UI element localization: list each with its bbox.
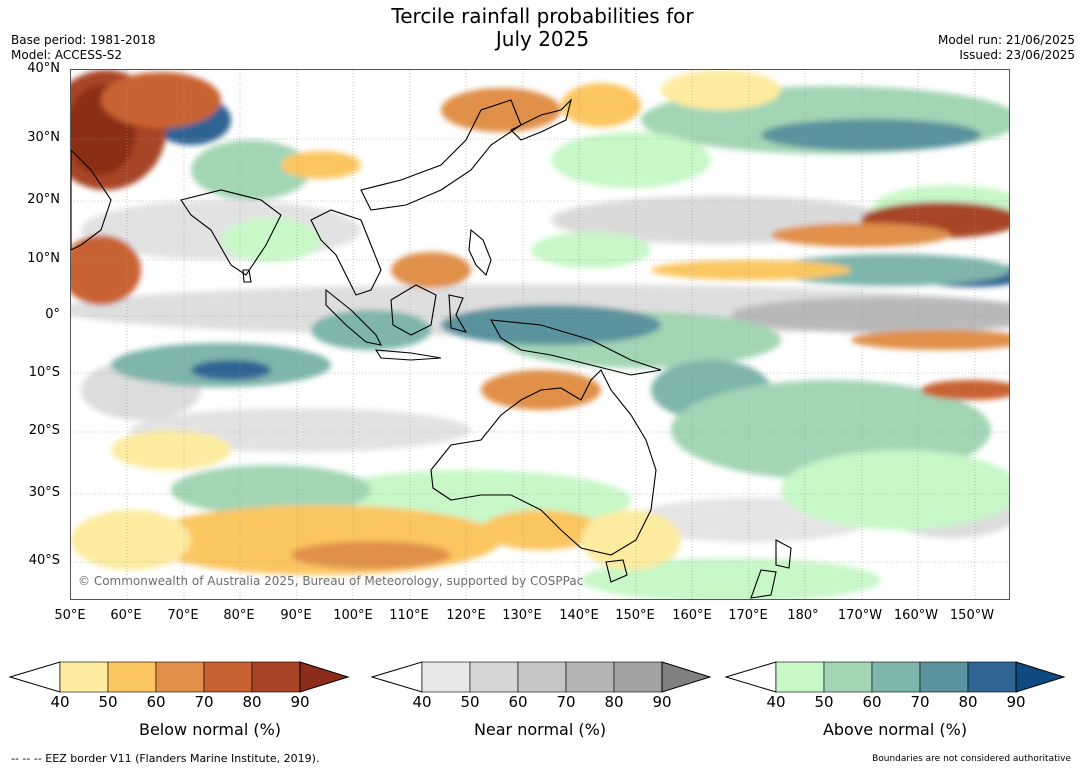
colorbar-near-bin-60-70	[517, 661, 567, 693]
lon-label-70e: 70°E	[167, 608, 199, 623]
lat-label-0: 0°	[45, 307, 60, 322]
map-canvas	[71, 70, 1009, 599]
header-left-info: Base period: 1981-2018 Model: ACCESS-S2	[11, 33, 156, 63]
cb-near-tick-50: 50	[460, 693, 480, 711]
colorbar-below	[8, 661, 350, 693]
lon-label-90e: 90°E	[280, 608, 312, 623]
probability-field	[71, 70, 1009, 599]
cb-below-tick-60: 60	[146, 693, 166, 711]
lon-label-160e: 160°E	[672, 608, 712, 623]
colorbar-below-lower-cap	[8, 661, 61, 693]
lat-label-30s: 30°S	[28, 485, 60, 500]
colorbar-above-title: Above normal (%)	[822, 720, 968, 739]
lon-label-170w: 170°W	[837, 608, 883, 623]
lon-label-120e: 120°E	[446, 608, 486, 623]
lat-label-40s: 40°S	[28, 553, 60, 568]
colorbar-near-upper-cap	[661, 661, 712, 693]
colorbar-near	[370, 661, 712, 693]
colorbar-above-lower-cap	[724, 661, 777, 693]
cb-below-tick-70: 70	[194, 693, 214, 711]
lon-label-150e: 150°E	[615, 608, 655, 623]
model-run: Model run: 21/06/2025	[937, 33, 1075, 47]
lat-label-30n: 30°N	[27, 130, 60, 145]
colorbar-above-bin-70-80	[919, 661, 969, 693]
cb-below-tick-40: 40	[50, 693, 70, 711]
lat-label-10s: 10°S	[28, 365, 60, 380]
colorbar-near-bin-50-60	[469, 661, 519, 693]
lon-label-160w: 160°W	[893, 608, 939, 623]
cb-near-tick-60: 60	[508, 693, 528, 711]
title-line-1: Tercile rainfall probabilities for	[391, 4, 694, 28]
model-name: Model: ACCESS-S2	[11, 48, 123, 62]
lon-label-80e: 80°E	[223, 608, 255, 623]
colorbar-above-bin-40-50	[775, 661, 825, 693]
colorbar-below-title: Below normal (%)	[138, 720, 282, 739]
colorbar-below-bin-60-70	[155, 661, 205, 693]
copyright-notice: © Commonwealth of Australia 2025, Bureau…	[78, 574, 584, 588]
colorbar-below-upper-cap	[299, 661, 350, 693]
cb-below-tick-80: 80	[242, 693, 262, 711]
cb-above-tick-50: 50	[814, 693, 834, 711]
coastlines	[71, 98, 792, 599]
graticule	[71, 70, 1009, 599]
lon-label-150w: 150°W	[949, 608, 995, 623]
colorbar-near-bin-70-80	[565, 661, 615, 693]
map-panel	[70, 69, 1010, 600]
colorbar-near-title: Near normal (%)	[473, 720, 607, 739]
lon-label-110e: 110°E	[389, 608, 429, 623]
title-line-2: July 2025	[495, 27, 590, 51]
lat-label-40n: 40°N	[27, 61, 60, 76]
colorbar-above-bin-50-60	[823, 661, 873, 693]
lon-label-140e: 140°E	[559, 608, 599, 623]
lon-label-180: 180°	[787, 608, 819, 623]
lon-label-60e: 60°E	[110, 608, 142, 623]
colorbar-above-upper-cap	[1015, 661, 1066, 693]
cb-near-tick-80: 80	[604, 693, 624, 711]
cb-above-tick-80: 80	[958, 693, 978, 711]
colorbar-near-bin-80-90	[613, 661, 663, 693]
colorbar-below-bin-50-60	[107, 661, 157, 693]
colorbar-near-bin-40-50	[421, 661, 471, 693]
cb-below-tick-90: 90	[290, 693, 310, 711]
lon-label-50e: 50°E	[54, 608, 86, 623]
colorbar-near-lower-cap	[370, 661, 423, 693]
colorbar-below-bin-70-80	[203, 661, 253, 693]
cb-above-tick-40: 40	[766, 693, 786, 711]
map-title: Tercile rainfall probabilities for July …	[0, 5, 1085, 51]
lon-label-130e: 130°E	[502, 608, 542, 623]
lon-label-100e: 100°E	[333, 608, 373, 623]
issued-date: Issued: 23/06/2025	[959, 48, 1075, 62]
header-right-info: Model run: 21/06/2025 Issued: 23/06/2025	[938, 33, 1075, 63]
colorbar-above-bin-60-70	[871, 661, 921, 693]
lon-label-170e: 170°E	[728, 608, 768, 623]
cb-near-tick-40: 40	[412, 693, 432, 711]
cb-near-tick-70: 70	[556, 693, 576, 711]
lat-label-20s: 20°S	[28, 423, 60, 438]
lat-label-20n: 20°N	[27, 192, 60, 207]
lat-label-10n: 10°N	[27, 251, 60, 266]
colorbar-below-bin-80-90	[251, 661, 301, 693]
cb-near-tick-90: 90	[652, 693, 672, 711]
cb-above-tick-60: 60	[862, 693, 882, 711]
colorbar-below-bin-40-50	[59, 661, 109, 693]
cb-below-tick-50: 50	[98, 693, 118, 711]
colorbar-above-bin-80-90	[967, 661, 1017, 693]
colorbar-above	[724, 661, 1066, 693]
eez-border-note: -- -- -- EEZ border V11 (Flanders Marine…	[11, 752, 320, 765]
cb-above-tick-90: 90	[1006, 693, 1026, 711]
base-period: Base period: 1981-2018	[11, 33, 156, 47]
boundaries-disclaimer: Boundaries are not considered authoritat…	[872, 754, 1071, 764]
cb-above-tick-70: 70	[910, 693, 930, 711]
